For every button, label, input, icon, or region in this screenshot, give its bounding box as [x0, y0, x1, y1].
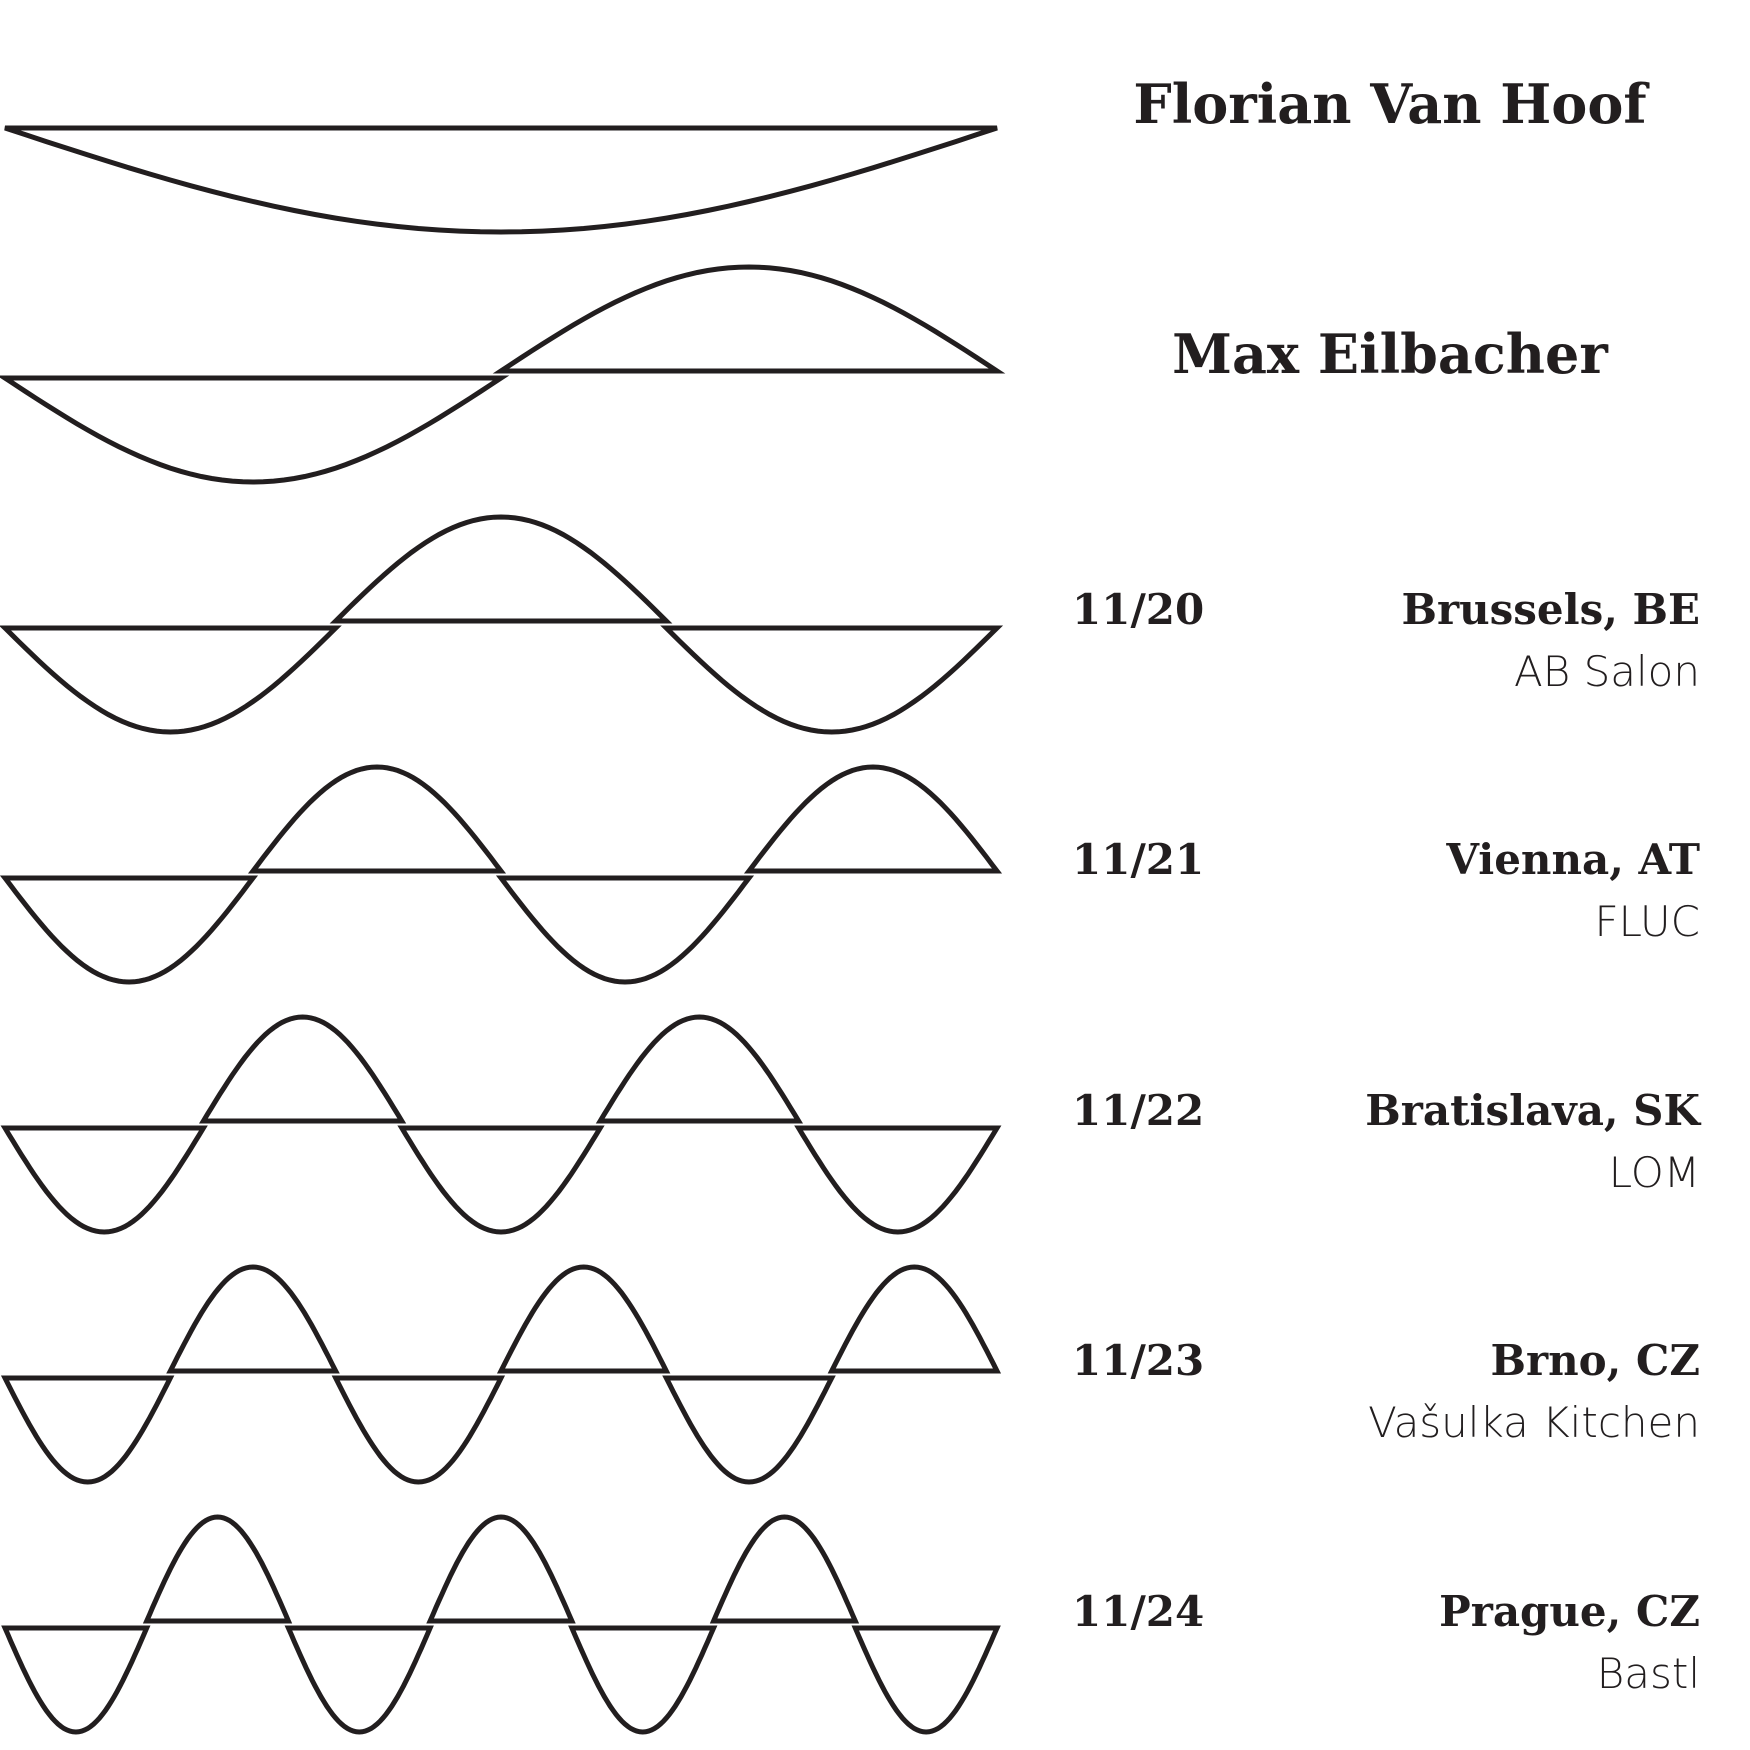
- wave-lobe: [247, 764, 507, 874]
- wave-row: [0, 514, 1004, 735]
- sine-wave-graphic: [0, 125, 1006, 1735]
- wave-lobe: [0, 875, 259, 985]
- wave-lobe: [827, 1264, 1002, 1374]
- tour-venue: AB Salon: [1514, 647, 1700, 696]
- wave-row: [1, 1514, 1001, 1735]
- wave-lobe: [1, 1625, 151, 1735]
- wave-lobe: [284, 1625, 434, 1735]
- tour-date: 11/22: [1072, 1086, 1205, 1135]
- tour-venue: FLUC: [1594, 897, 1700, 946]
- wave-lobe: [142, 1514, 293, 1624]
- wave-lobe: [0, 375, 510, 485]
- wave-lobe: [166, 1264, 340, 1374]
- tour-date: 11/21: [1072, 835, 1205, 884]
- artist-name-2: Max Eilbacher: [1172, 322, 1608, 386]
- tour-venue: Bastl: [1596, 1649, 1700, 1698]
- wave-row: [0, 1264, 1002, 1485]
- wave-lobe: [709, 1514, 860, 1624]
- tour-city: Bratislava, SK: [1365, 1086, 1700, 1135]
- tour-city: Brussels, BE: [1401, 585, 1700, 634]
- wave-lobe: [743, 764, 1003, 874]
- wave-lobe: [794, 1125, 1002, 1235]
- wave-lobe: [492, 264, 1006, 374]
- tour-date: 11/20: [1072, 585, 1205, 634]
- wave-lobe: [495, 875, 755, 985]
- wave-lobe: [0, 625, 342, 735]
- wave-lobe: [397, 1125, 605, 1235]
- wave-row: [0, 1014, 1002, 1235]
- tour-date: 11/23: [1072, 1336, 1205, 1385]
- wave-lobe: [660, 625, 1004, 735]
- wave-lobe: [851, 1625, 1001, 1735]
- artist-name-1: Florian Van Hoof: [1133, 72, 1647, 136]
- wave-lobe: [496, 1264, 671, 1374]
- tour-city: Vienna, AT: [1446, 835, 1700, 884]
- wave-row: [0, 764, 1003, 985]
- wave-lobe: [568, 1625, 718, 1735]
- wave-lobe: [0, 1125, 208, 1235]
- wave-lobe: [595, 1014, 804, 1124]
- wave-row: [0, 264, 1006, 485]
- wave-row: [4, 125, 998, 235]
- tour-venue: LOM: [1608, 1148, 1700, 1197]
- wave-lobe: [331, 1375, 506, 1485]
- wave-lobe: [329, 514, 673, 624]
- wave-lobe: [0, 1375, 175, 1485]
- wave-lobe: [4, 125, 998, 235]
- tour-date: 11/24: [1072, 1587, 1205, 1636]
- wave-lobe: [426, 1514, 576, 1624]
- tour-venue: Vašulka Kitchen: [1368, 1398, 1700, 1447]
- wave-lobe: [662, 1375, 836, 1485]
- tour-city: Brno, CZ: [1490, 1336, 1700, 1385]
- wave-lobe: [198, 1014, 407, 1124]
- tour-city: Prague, CZ: [1439, 1587, 1700, 1636]
